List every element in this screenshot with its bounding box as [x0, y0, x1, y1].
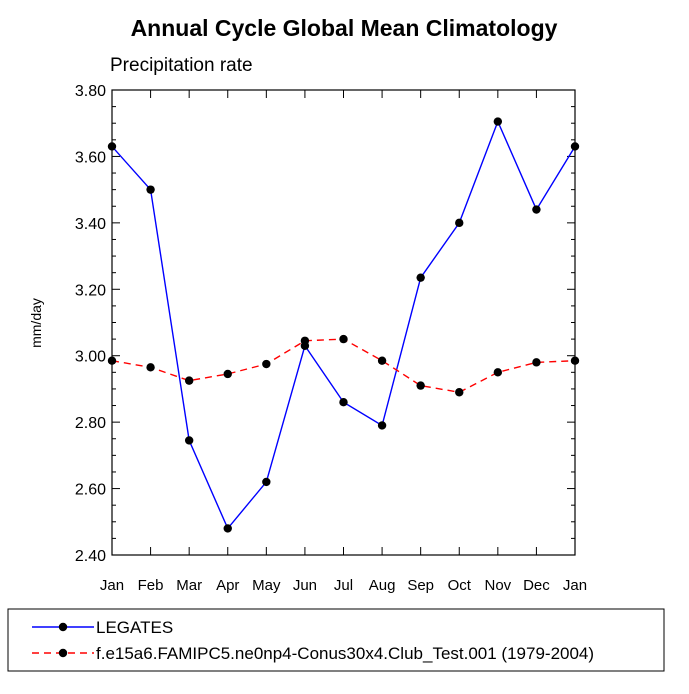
x-tick-label: Dec	[523, 577, 550, 594]
data-point	[455, 218, 464, 228]
y-tick-label: 2.40	[75, 548, 106, 565]
data-point	[339, 398, 348, 407]
x-tick-label: Aug	[369, 577, 396, 594]
data-point	[146, 363, 155, 372]
data-point	[377, 356, 387, 365]
series-line	[111, 119, 576, 530]
y-tick-label: 3.40	[75, 216, 106, 233]
data-point	[107, 356, 117, 365]
y-axis-label: mm/day	[28, 298, 44, 348]
data-point	[184, 436, 194, 445]
x-tick-label: Jan	[563, 577, 587, 594]
data-point	[184, 376, 194, 385]
x-tick-label: May	[252, 577, 281, 594]
data-point	[262, 477, 271, 487]
data-point	[493, 368, 503, 377]
legend-label: f.e15a6.FAMIPC5.ne0np4-Conus30x4.Club_Te…	[96, 644, 594, 663]
x-tick-label: Nov	[484, 577, 511, 594]
data-point	[416, 273, 425, 282]
data-point	[532, 358, 541, 367]
legend-item-1: LEGATES	[32, 618, 173, 637]
y-tick-label: 3.20	[75, 282, 106, 299]
data-point	[532, 205, 541, 214]
legend-marker	[58, 648, 68, 658]
x-tick-label: Apr	[216, 577, 239, 594]
legend-box	[7, 608, 665, 672]
y-tick-label: 3.60	[75, 149, 106, 166]
x-tick-label: Oct	[448, 577, 472, 594]
x-tick-label: Feb	[138, 577, 164, 594]
x-tick-label: Mar	[176, 577, 202, 594]
data-point	[223, 369, 232, 379]
chart-subtitle: Precipitation rate	[110, 55, 253, 76]
y-tick-label: 3.00	[75, 349, 106, 366]
data-point	[570, 142, 580, 151]
legend-label: LEGATES	[96, 618, 173, 637]
data-point	[223, 524, 232, 533]
x-tick-label: Sep	[407, 577, 434, 594]
data-point	[377, 421, 387, 430]
data-point	[493, 117, 503, 126]
data-point	[455, 388, 464, 397]
legend: LEGATES f.e15a6.FAMIPC5.ne0np4-Conus30x4.…	[7, 608, 665, 672]
y-tick-label: 3.80	[75, 83, 106, 100]
data-point	[416, 381, 425, 390]
axes: 2.40 2.60 2.80 3.00 3.20 3.40 3.60 3.80 Jan Feb Ma…	[75, 83, 587, 594]
data-point	[339, 334, 348, 344]
x-tick-label: Jun	[293, 577, 317, 594]
x-tick-label: Jul	[334, 577, 353, 594]
series-line	[111, 338, 576, 393]
series-2	[107, 334, 580, 397]
data-point	[146, 185, 155, 194]
data-point	[262, 359, 271, 369]
legend-marker	[58, 622, 68, 632]
y-tick-label: 2.60	[75, 482, 106, 499]
x-tick-label: Jan	[100, 577, 124, 594]
data-point	[107, 142, 117, 151]
y-tick-label: 2.80	[75, 415, 106, 432]
series-1	[107, 117, 580, 533]
chart-title: Annual Cycle Global Mean Climatology	[131, 15, 558, 41]
data-point	[300, 336, 310, 345]
data-point	[570, 356, 580, 365]
series-layer	[107, 117, 580, 533]
legend-item-2: f.e15a6.FAMIPC5.ne0np4-Conus30x4.Club_Te…	[32, 644, 594, 663]
plot-frame	[111, 89, 576, 556]
